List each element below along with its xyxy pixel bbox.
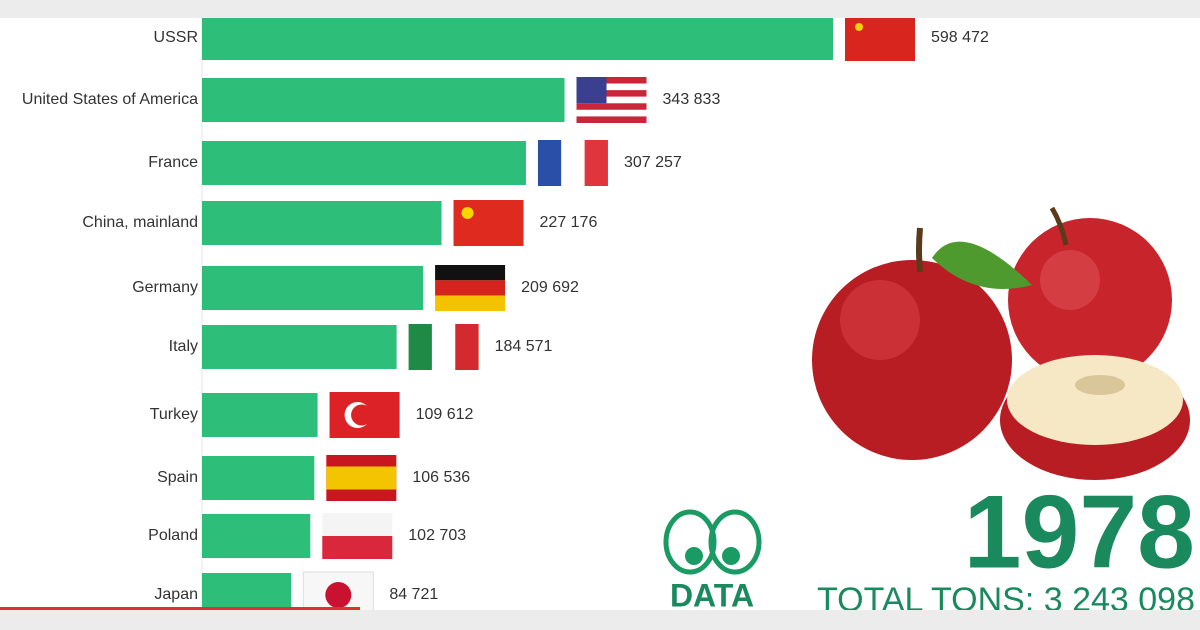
flag-part — [576, 90, 647, 97]
progress-bar — [0, 607, 360, 610]
value-label: 307 257 — [624, 154, 682, 171]
bar — [202, 456, 315, 500]
flag-part — [322, 513, 393, 536]
flag — [322, 513, 393, 559]
bar — [202, 325, 397, 369]
bar — [202, 514, 311, 558]
flag — [326, 455, 397, 501]
flag-part — [845, 15, 915, 61]
flag-part — [537, 140, 562, 186]
flag-part — [408, 324, 432, 370]
category-label: United States of America — [22, 91, 198, 108]
flag-part — [453, 200, 524, 246]
value-label: 84 721 — [389, 586, 438, 603]
category-label: China, mainland — [82, 214, 198, 231]
category-label: France — [148, 154, 198, 171]
flag-part — [584, 140, 608, 186]
flag-part — [431, 324, 456, 370]
value-label: 184 571 — [495, 338, 553, 355]
flag — [329, 392, 400, 438]
bar — [202, 141, 526, 185]
value-label: 102 703 — [408, 527, 466, 544]
category-label: Germany — [132, 279, 198, 296]
logo: DATA — [663, 509, 762, 613]
flag-part — [455, 324, 479, 370]
flag — [435, 265, 506, 311]
category-label: Japan — [154, 586, 198, 603]
apple-illustration — [812, 206, 1190, 480]
category-label: Turkey — [150, 406, 198, 423]
category-label: USSR — [154, 29, 198, 46]
bottom-band — [0, 610, 1200, 630]
logo-text: DATA — [670, 577, 754, 613]
flag-part — [561, 140, 585, 186]
bar — [202, 393, 318, 437]
bars: USSR 598 472 United States of America 343 8… — [22, 15, 989, 619]
flag — [537, 140, 608, 186]
flag-part — [351, 404, 373, 426]
value-label: 598 472 — [931, 29, 989, 46]
bar — [202, 16, 833, 60]
flag-part — [461, 207, 474, 219]
flag-part — [576, 96, 647, 104]
category-label: Spain — [157, 469, 198, 486]
category-label: Italy — [169, 338, 198, 355]
flag-part — [326, 466, 397, 490]
value-label: 343 833 — [663, 91, 721, 108]
flag — [845, 15, 915, 61]
bar — [202, 78, 565, 122]
flag-part — [576, 103, 647, 110]
flag-part — [322, 536, 393, 559]
flag-part — [435, 280, 506, 296]
value-label: 106 536 — [412, 469, 470, 486]
flag — [453, 200, 524, 246]
flag-part — [576, 77, 647, 84]
flag-part — [576, 83, 647, 91]
value-label: 227 176 — [540, 214, 598, 231]
flag — [408, 324, 479, 370]
category-label: Poland — [148, 527, 198, 544]
value-label: 209 692 — [521, 279, 579, 296]
flag-part — [435, 265, 506, 281]
flag-part — [576, 116, 647, 123]
flag-part — [576, 77, 607, 104]
flag-part — [855, 23, 863, 31]
flag-part — [325, 582, 352, 608]
bar — [202, 201, 442, 245]
flag-part — [435, 295, 506, 311]
flag-part — [576, 109, 647, 117]
flag — [576, 77, 647, 123]
top-band — [0, 0, 1200, 18]
year: 1978 — [964, 474, 1195, 590]
value-label: 109 612 — [416, 406, 474, 423]
bar — [202, 266, 424, 310]
